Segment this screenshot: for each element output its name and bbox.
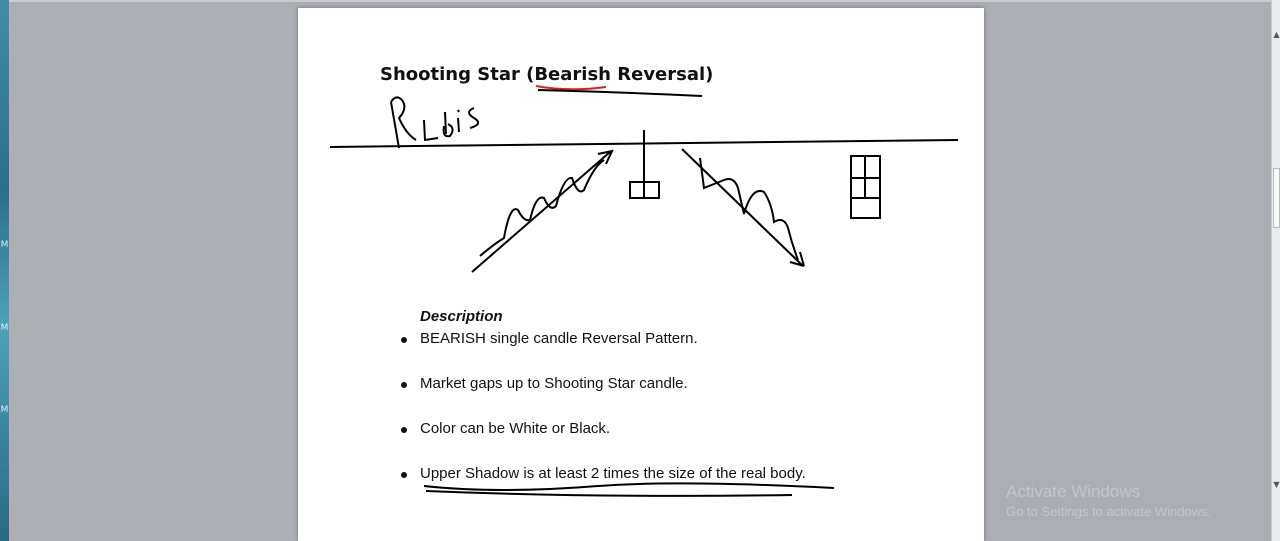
spellcheck-underline — [535, 85, 607, 91]
uptrend-arrow — [471, 151, 611, 273]
list-item-text: BEARISH single candle Reversal Pattern. — [420, 330, 698, 347]
list-item: Market gaps up to Shooting Star candle. — [398, 373, 806, 418]
candle-real-body — [629, 181, 660, 199]
scrollbar-thumb[interactable] — [1273, 168, 1280, 228]
desktop-icon-edge: M — [0, 405, 9, 415]
watermark-title: Activate Windows — [1006, 482, 1141, 501]
bullet-icon — [401, 472, 407, 478]
description-heading: Description — [420, 308, 503, 325]
document-page: Shooting Star (Bearish Reversal) Descrip — [298, 8, 984, 541]
title-underline-stroke — [537, 89, 703, 97]
watermark-subtitle: Go to Settings to activate Windows. — [1006, 504, 1212, 519]
bullet-underline-stroke-2 — [425, 490, 793, 497]
pen-annotations — [329, 85, 959, 497]
desktop-icon-edge: M — [0, 240, 9, 250]
bullet-underline-stroke — [423, 482, 835, 491]
bullet-icon — [401, 337, 407, 343]
downtrend-price-path — [699, 157, 799, 261]
activation-watermark: Activate Windows Go to Settings to activ… — [1006, 482, 1211, 519]
handwritten-letters — [423, 107, 480, 142]
uptrend-arrowhead — [597, 149, 614, 165]
ruler-edge — [9, 0, 1271, 2]
scroll-down-icon[interactable]: ▼ — [1273, 480, 1280, 489]
list-item-text: Color can be White or Black. — [420, 420, 611, 437]
downtrend-arrowhead — [789, 251, 805, 267]
bullet-icon — [401, 427, 407, 433]
list-item: BEARISH single candle Reversal Pattern. — [398, 328, 806, 373]
page-title: Shooting Star (Bearish Reversal) — [380, 64, 714, 85]
list-item: Upper Shadow is at least 2 times the siz… — [398, 463, 806, 508]
description-list: BEARISH single candle Reversal Pattern. … — [398, 328, 806, 508]
scroll-up-icon[interactable]: ▲ — [1273, 30, 1280, 39]
uptrend-price-path — [479, 159, 605, 257]
list-item-text: Upper Shadow is at least 2 times the siz… — [420, 465, 806, 482]
list-item: Color can be White or Black. — [398, 418, 806, 463]
list-item-text: Market gaps up to Shooting Star candle. — [420, 375, 688, 392]
desktop-icon-edge: M — [0, 323, 9, 333]
bullet-icon — [401, 382, 407, 388]
vertical-scrollbar[interactable]: ▲ ▼ — [1271, 0, 1280, 541]
handwritten-letter-r — [390, 96, 417, 149]
desktop-strip — [0, 0, 9, 541]
